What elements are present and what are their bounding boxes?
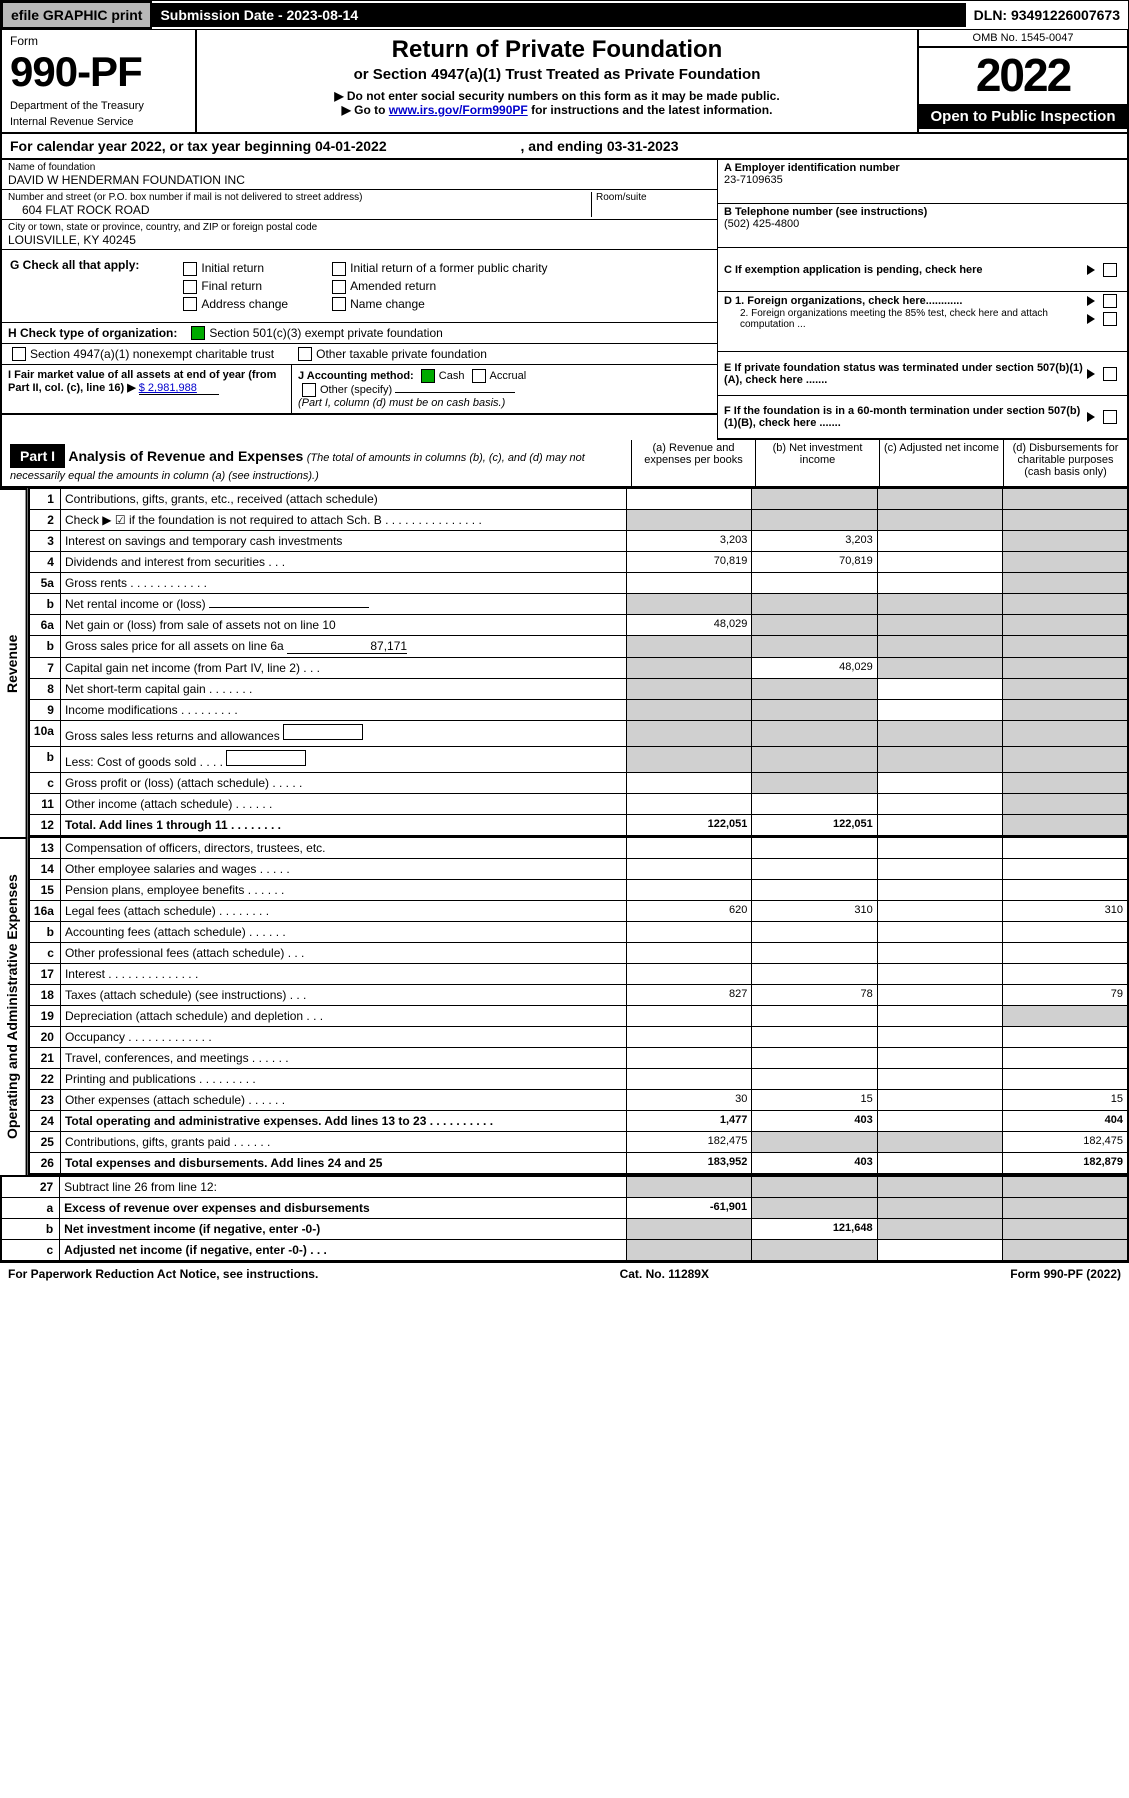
city-label: City or town, state or province, country… [8, 222, 711, 233]
form-link[interactable]: www.irs.gov/Form990PF [389, 103, 528, 117]
footer-left: For Paperwork Reduction Act Notice, see … [8, 1267, 318, 1281]
city: LOUISVILLE, KY 40245 [8, 233, 711, 247]
department: Department of the Treasury [10, 100, 187, 112]
expenses-table: 13Compensation of officers, directors, t… [28, 837, 1129, 1175]
section-g: G Check all that apply: Initial return F… [2, 250, 717, 323]
arrow-icon [1087, 265, 1095, 275]
col-d: (d) Disbursements for charitable purpose… [1003, 440, 1127, 486]
col-c: (c) Adjusted net income [879, 440, 1003, 486]
section-h2: Section 4947(a)(1) nonexempt charitable … [2, 344, 717, 365]
initial-return-checkbox[interactable] [183, 262, 197, 276]
efile-button[interactable]: efile GRAPHIC print [1, 1, 152, 29]
instruction-2b: for instructions and the latest informat… [531, 103, 772, 117]
footer-center: Cat. No. 11289X [620, 1267, 709, 1281]
d1-checkbox[interactable] [1103, 294, 1117, 308]
footer-right: Form 990-PF (2022) [1010, 1267, 1121, 1281]
instruction-2a: ▶ Go to [342, 103, 389, 117]
col-b: (b) Net investment income [755, 440, 879, 486]
form-subtitle: or Section 4947(a)(1) Trust Treated as P… [209, 66, 905, 83]
revenue-vlabel: Revenue [0, 488, 28, 837]
sec4947-checkbox[interactable] [12, 347, 26, 361]
final-return-checkbox[interactable] [183, 280, 197, 294]
address-change-checkbox[interactable] [183, 297, 197, 311]
other-taxable-checkbox[interactable] [298, 347, 312, 361]
name-change-checkbox[interactable] [332, 297, 346, 311]
foundation-name: DAVID W HENDERMAN FOUNDATION INC [8, 173, 711, 187]
initial-former-checkbox[interactable] [332, 262, 346, 276]
col-a: (a) Revenue and expenses per books [631, 440, 755, 486]
form-number: 990-PF [10, 48, 187, 96]
part1-badge: Part I [10, 444, 65, 468]
d2-checkbox[interactable] [1103, 312, 1117, 326]
accrual-checkbox[interactable] [472, 369, 486, 383]
address: 604 FLAT ROCK ROAD [8, 203, 591, 217]
sec501-checkbox[interactable] [191, 326, 205, 340]
other-method-checkbox[interactable] [302, 383, 316, 397]
cash-checkbox[interactable] [421, 369, 435, 383]
info-section: Name of foundation DAVID W HENDERMAN FOU… [0, 160, 1129, 440]
fmv-value[interactable]: $ 2,981,988 [139, 382, 219, 395]
instruction-1: ▶ Do not enter social security numbers o… [209, 89, 905, 103]
arrow-icon [1087, 296, 1095, 306]
arrow-icon [1087, 412, 1095, 422]
calendar-year: For calendar year 2022, or tax year begi… [0, 134, 1129, 160]
form-label: Form [10, 34, 187, 48]
section-c: C If exemption application is pending, c… [724, 264, 1087, 276]
section-e-checkbox[interactable] [1103, 367, 1117, 381]
form-header: Form 990-PF Department of the Treasury I… [0, 30, 1129, 134]
section-h: H Check type of organization: Section 50… [2, 323, 717, 344]
ein-label: A Employer identification number [724, 162, 1121, 174]
part1-header-row: Part I Analysis of Revenue and Expenses … [0, 440, 1129, 488]
form-title: Return of Private Foundation [209, 36, 905, 64]
arrow-icon [1087, 369, 1095, 379]
summary-table: 27Subtract line 26 from line 12: aExcess… [0, 1175, 1129, 1262]
expenses-vlabel: Operating and Administrative Expenses [0, 837, 28, 1175]
revenue-table: 1Contributions, gifts, grants, etc., rec… [28, 488, 1129, 837]
phone: (502) 425-4800 [724, 218, 1121, 230]
irs: Internal Revenue Service [10, 116, 187, 128]
omb-number: OMB No. 1545-0047 [919, 30, 1127, 48]
open-public: Open to Public Inspection [919, 104, 1127, 129]
arrow-icon [1087, 314, 1095, 324]
addr-label: Number and street (or P.O. box number if… [8, 192, 591, 203]
tax-year: 2022 [919, 48, 1127, 104]
page-footer: For Paperwork Reduction Act Notice, see … [0, 1262, 1129, 1285]
exemption-pending-checkbox[interactable] [1103, 263, 1117, 277]
dln: DLN: 93491226007673 [966, 3, 1128, 27]
top-bar: efile GRAPHIC print Submission Date - 20… [0, 0, 1129, 30]
amended-return-checkbox[interactable] [332, 280, 346, 294]
submission-date: Submission Date - 2023-08-14 [152, 3, 965, 27]
phone-label: B Telephone number (see instructions) [724, 206, 1121, 218]
room-label: Room/suite [596, 192, 711, 203]
ein: 23-7109635 [724, 174, 1121, 186]
section-f-checkbox[interactable] [1103, 410, 1117, 424]
name-label: Name of foundation [8, 162, 711, 173]
